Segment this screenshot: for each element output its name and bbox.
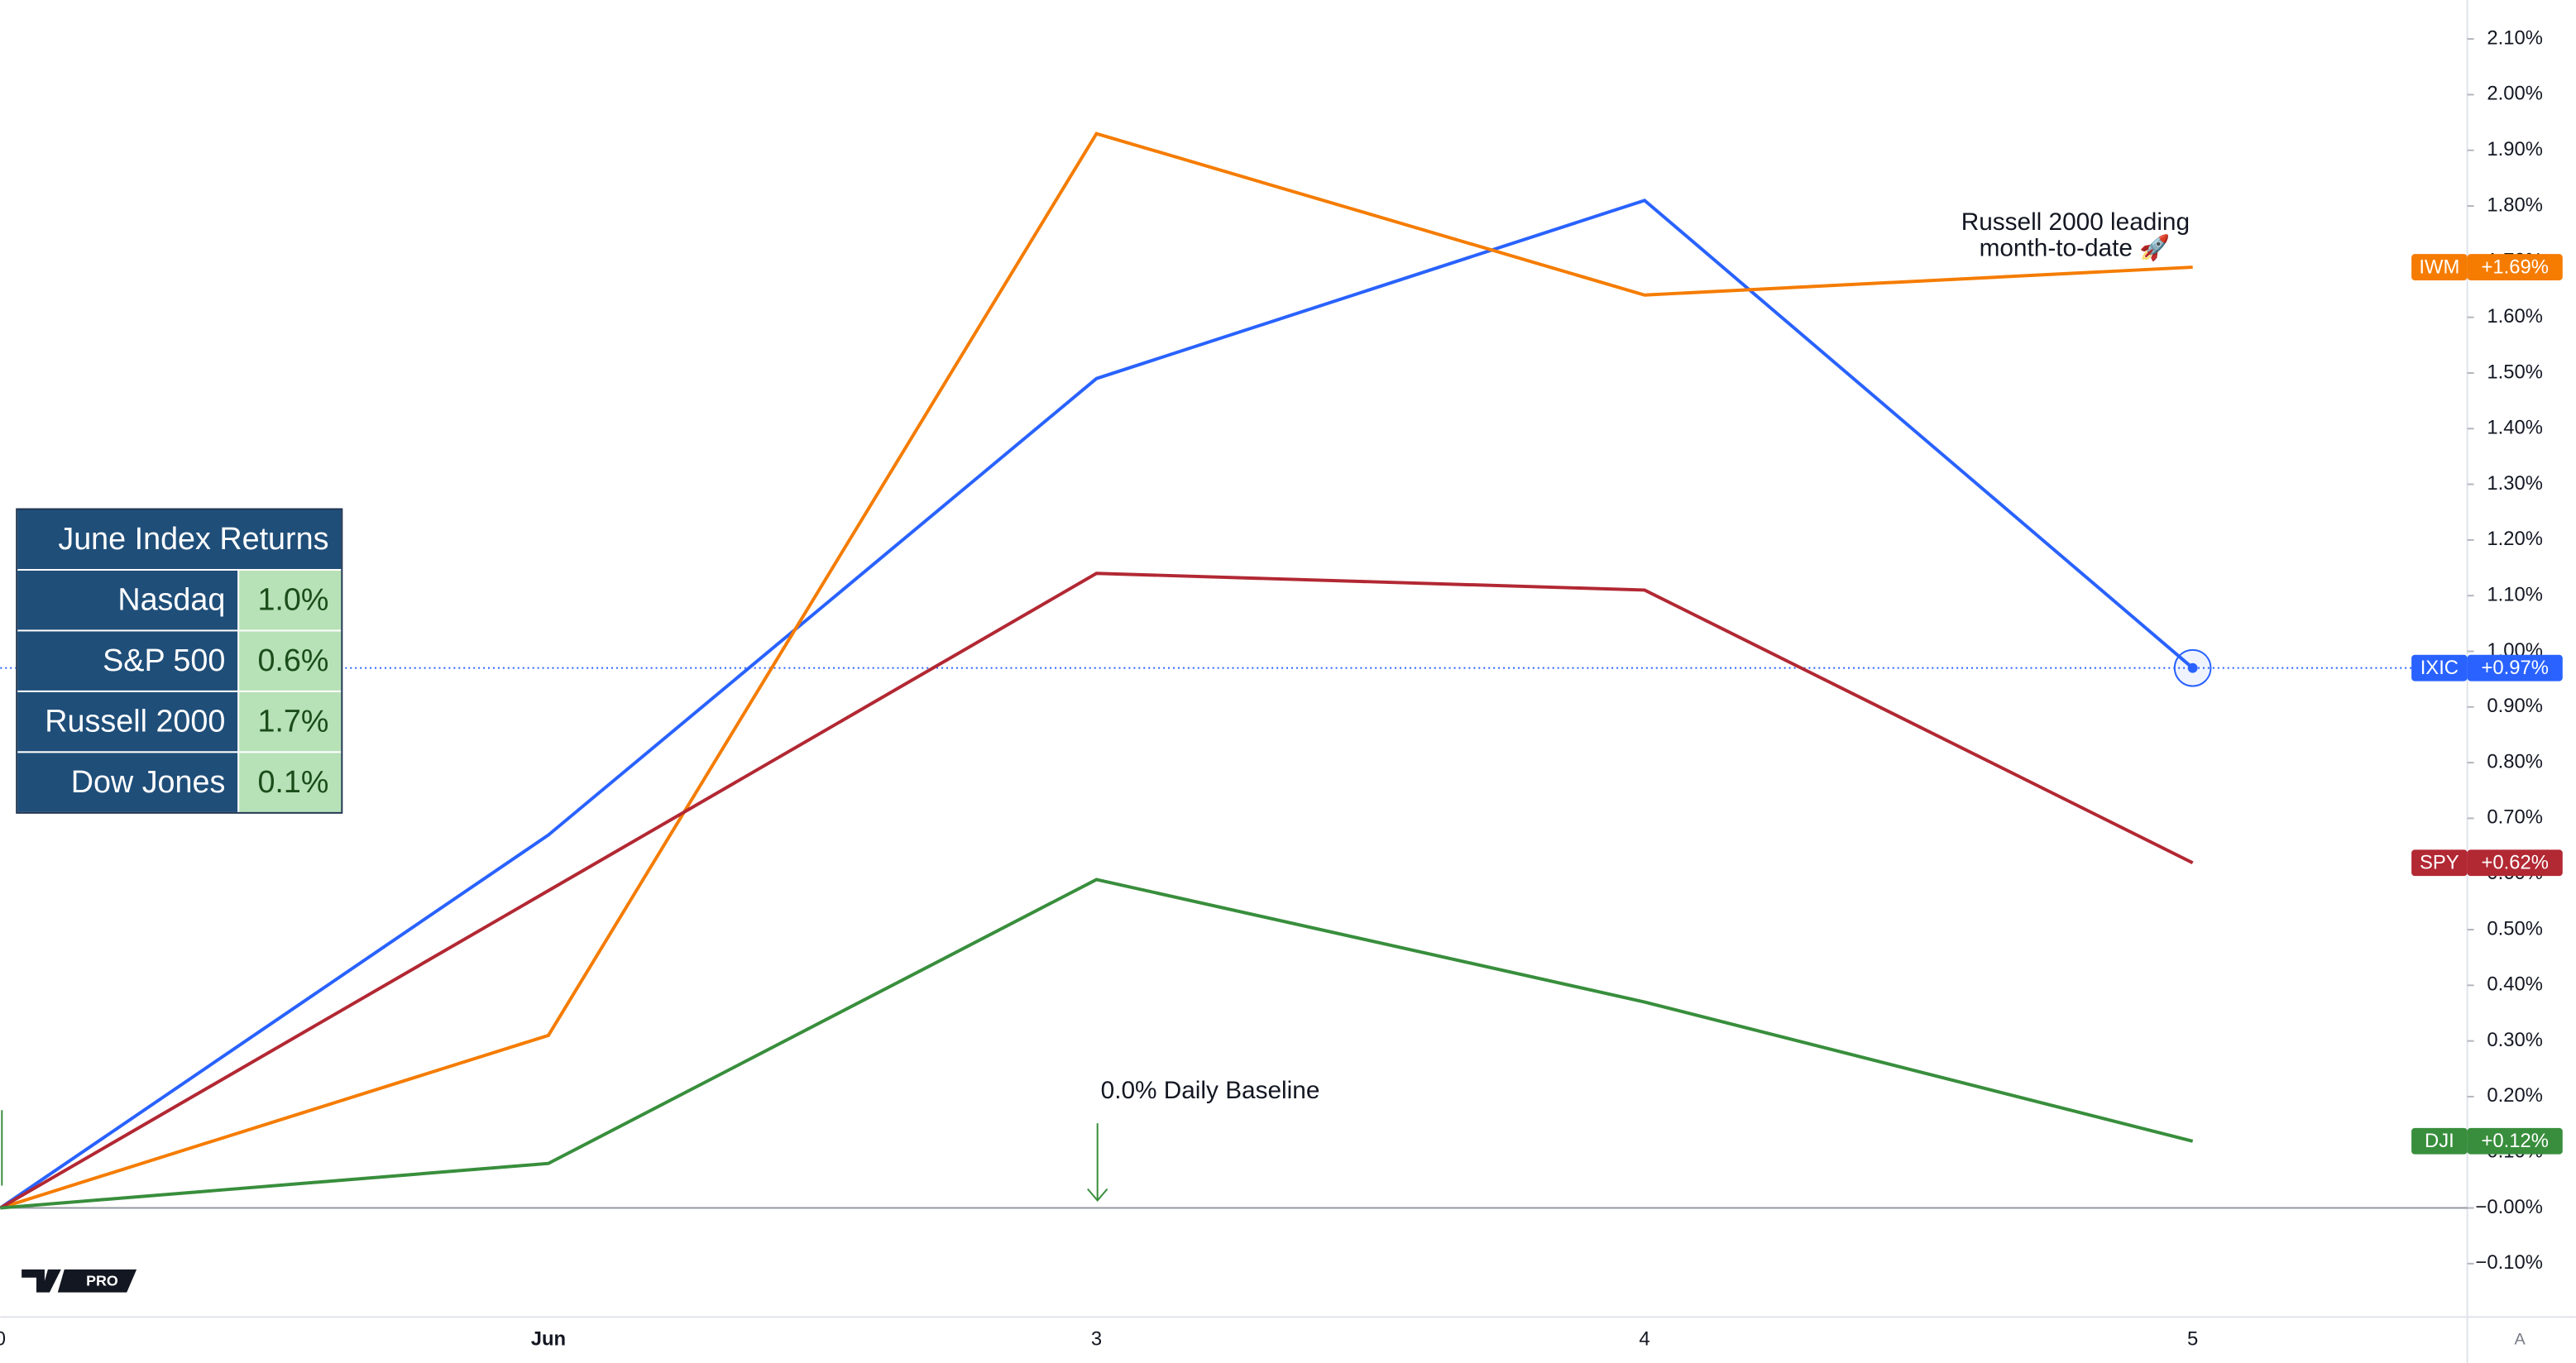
y-tick-label: 1.20% — [2487, 528, 2543, 550]
y-tick-label: 0.90% — [2487, 695, 2543, 717]
y-tick-label: 1.60% — [2487, 305, 2543, 328]
y-tick-label: 2.10% — [2487, 26, 2543, 49]
y-tick-label: 1.30% — [2487, 472, 2543, 495]
logo: PRO — [22, 1269, 137, 1293]
arrow-head — [1087, 1188, 1108, 1202]
tag-value-box — [2467, 654, 2563, 682]
tag-name-box — [2411, 654, 2468, 682]
y-tick-label: 1.40% — [2487, 417, 2543, 439]
tag-name-box — [2411, 1127, 2468, 1155]
y-tick-label: 0.70% — [2487, 806, 2543, 829]
x-tick-label: 3 — [1091, 1327, 1102, 1350]
legend-label: IXIC — [2420, 657, 2459, 679]
series-line — [0, 878, 2194, 1210]
table-name-cell — [16, 629, 240, 692]
series-line — [0, 198, 2194, 1210]
table-name: Dow Jones — [71, 764, 226, 799]
table-value: 1.7% — [257, 704, 328, 739]
y-tick-label: 0.20% — [2487, 1084, 2543, 1107]
logo-text: PRO — [86, 1272, 118, 1289]
x-tick-label: 0 — [0, 1327, 6, 1350]
table-name-cell — [16, 690, 240, 753]
price-tag: IWM +1.69% — [2411, 254, 2563, 280]
table-value: 1.0% — [257, 582, 328, 617]
table-name: S&P 500 — [103, 643, 225, 677]
value-label: +0.12% — [2481, 1130, 2548, 1152]
tag-value-box — [2467, 1127, 2563, 1155]
point — [2187, 662, 2198, 673]
price-tag: SPY +0.62% — [2411, 849, 2563, 877]
x-tick-label: 4 — [1639, 1327, 1650, 1350]
y-tick-label: −0.10% — [2476, 1251, 2543, 1274]
legend-label: DJI — [2425, 1130, 2454, 1152]
y-tick-label: 0.50% — [2487, 917, 2543, 940]
table-value: 0.6% — [257, 643, 328, 677]
scale-button[interactable]: A — [2515, 1330, 2526, 1348]
y-tick-label: 1.80% — [2487, 194, 2543, 216]
tag-value-box — [2467, 254, 2563, 280]
value-label: +0.62% — [2481, 852, 2548, 874]
table-value-cell — [237, 629, 343, 692]
tag-value-box — [2467, 849, 2563, 877]
x-tick-label: 5 — [2187, 1327, 2198, 1350]
price-tag: DJI +0.12% — [2411, 1127, 2563, 1155]
value-label: +0.97% — [2481, 657, 2548, 679]
series-line — [0, 132, 2193, 1210]
y-tick-label: 0.80% — [2487, 750, 2543, 772]
table-border — [16, 508, 343, 814]
y-tick-label: 1.90% — [2487, 138, 2543, 160]
y-tick-label: −0.00% — [2476, 1196, 2543, 1218]
legend-label: IWM — [2419, 256, 2459, 278]
y-tick-label: 0.40% — [2487, 973, 2543, 996]
table-name: Nasdaq — [117, 582, 225, 617]
annotation: month-to-date 🚀 — [1980, 234, 2171, 262]
annotation: Russell 2000 leading — [1961, 208, 2190, 236]
legend-label: SPY — [2420, 852, 2459, 874]
value-label: +1.69% — [2481, 256, 2548, 278]
tag-name-box — [2411, 849, 2468, 877]
y-tick-label: 0.30% — [2487, 1029, 2543, 1051]
table-title: June Index Returns — [58, 521, 328, 556]
tag-name-box — [2411, 254, 2468, 280]
x-tick-label: Jun — [531, 1327, 566, 1350]
annotation: 0.0% Daily Baseline — [1101, 1077, 1320, 1104]
y-tick-label: 1.50% — [2487, 361, 2543, 383]
table-name: Russell 2000 — [45, 704, 225, 739]
y-tick-label: 1.10% — [2487, 583, 2543, 605]
y-tick-label: 2.00% — [2487, 83, 2543, 105]
price-tag: IXIC +0.97% — [2411, 654, 2563, 682]
series-line — [0, 572, 2194, 1210]
table-value: 0.1% — [257, 764, 328, 799]
